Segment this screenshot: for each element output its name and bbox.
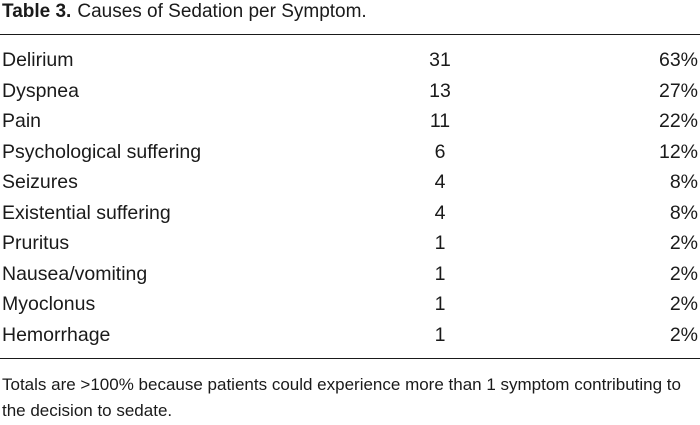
table-caption: Table 3. Causes of Sedation per Symptom. [2,0,367,24]
percent-cell: 12% [658,140,698,163]
bottom-rule [0,358,700,359]
percent-cell: 8% [669,201,698,224]
symptom-cell: Nausea/vomiting [2,262,148,285]
caption-text: Causes of Sedation per Symptom. [77,1,367,22]
count-cell: 11 [429,110,451,132]
percent-cell: 8% [669,171,698,193]
count-cell: 1 [434,232,446,254]
symptom-cell: Myoclonus [2,293,96,315]
percent-cell: 2% [669,293,698,315]
count-cell: 1 [434,323,446,346]
footnote: Totals are >100% because patients could … [2,375,681,420]
percent-cell: 22% [658,110,698,132]
top-rule [0,34,700,35]
percent-cell: 2% [669,232,698,254]
symptom-cell: Seizures [2,171,78,193]
percent-cell: 27% [658,79,698,102]
symptom-cell: Psychological suffering [2,140,202,163]
count-cell: 1 [434,262,446,285]
count-cell: 4 [434,201,446,224]
percent-cell: 2% [669,262,698,285]
symptom-cell: Pruritus [2,232,70,254]
percent-cell: 63% [658,49,698,71]
symptom-cell: Delirium [2,49,74,71]
count-cell: 4 [434,171,446,193]
symptom-cell: Dyspnea [2,79,79,102]
symptom-cell: Existential suffering [2,201,171,224]
count-cell: 13 [429,79,451,102]
symptom-cell: Hemorrhage [2,323,111,346]
count-cell: 6 [434,140,446,163]
symptom-cell: Pain [2,110,42,132]
count-cell: 31 [429,49,451,71]
percent-cell: 2% [669,323,698,346]
table-label: Table 3. [2,1,72,22]
count-cell: 1 [434,293,446,315]
